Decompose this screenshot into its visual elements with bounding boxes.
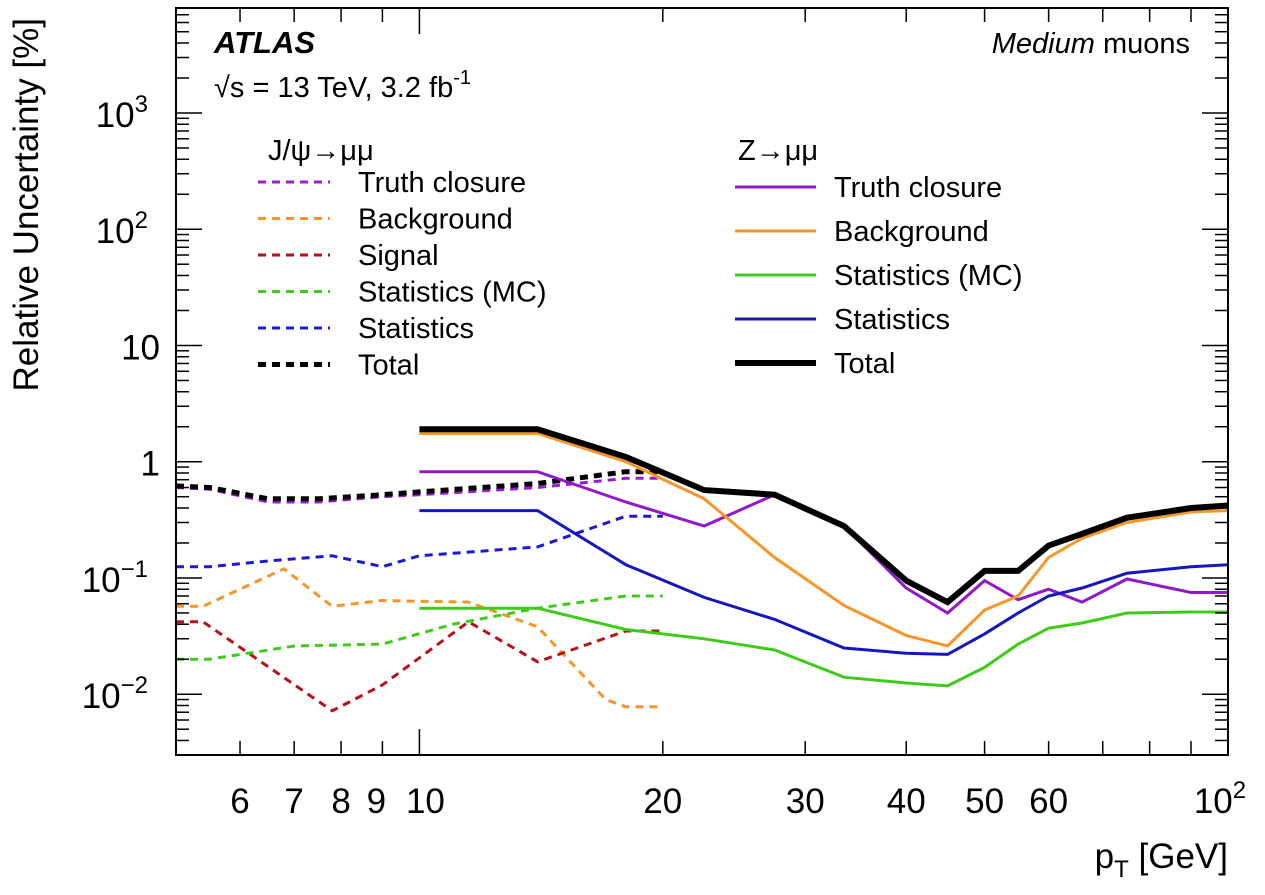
- x-tick-label: 40: [887, 782, 926, 821]
- x-axis-label: pT [GeV]: [1095, 837, 1228, 883]
- legend-z-title: Z→μμ: [738, 135, 818, 167]
- jpsi-background-line: [176, 567, 663, 709]
- y-tick-label: 103: [96, 91, 148, 135]
- z-truth-closure-line: [419, 470, 1228, 615]
- legend-label: Statistics (MC): [358, 277, 547, 309]
- plot-frame: [175, 7, 1229, 756]
- legend-label: Statistics (MC): [834, 260, 1023, 292]
- legend-label: Truth closure: [358, 167, 526, 199]
- jpsi-total-line: [175, 469, 663, 502]
- minor-ticks: [175, 7, 1229, 756]
- legend-label: Statistics: [358, 313, 474, 345]
- energy-lumi-label: √s = 13 TeV, 3.2 fb-1: [214, 67, 471, 104]
- x-tick-label: 20: [643, 782, 682, 821]
- x-tick-label: 6: [230, 782, 249, 821]
- y-tick-label: 10: [121, 328, 160, 367]
- z-total-line: [419, 426, 1229, 606]
- legend-jpsi-title: J/ψ→μμ: [268, 135, 374, 167]
- x-tick-labels: 6 7 8 9 10 20 30 40 50 60 102: [230, 777, 1246, 821]
- jpsi-statistics-line: [176, 514, 663, 569]
- legend-label: Truth closure: [834, 172, 1002, 204]
- x-tick-label: 60: [1029, 782, 1068, 821]
- legend-label: Background: [834, 216, 989, 248]
- legend-label: Statistics: [834, 304, 950, 336]
- jpsi-truth-closure-line: [175, 476, 663, 504]
- atlas-label: ATLAS: [213, 25, 315, 60]
- x-tick-label: 30: [786, 782, 825, 821]
- x-tick-label: 7: [284, 782, 303, 821]
- legend-label: Total: [358, 350, 419, 382]
- z-statistics-line: [419, 509, 1229, 656]
- z-background-line: [419, 432, 1229, 648]
- series-layer: [175, 426, 1229, 713]
- y-tick-label: 102: [96, 207, 148, 251]
- y-tick-label: 10−2: [82, 672, 148, 716]
- y-tick-label: 10−1: [82, 556, 148, 600]
- selection-label: Medium muons: [992, 28, 1190, 60]
- y-tick-label: 1: [141, 445, 160, 484]
- legend-label: Background: [358, 204, 513, 236]
- x-tick-label: 8: [331, 782, 350, 821]
- legend-label: Total: [834, 348, 895, 380]
- legend-label: Signal: [358, 240, 439, 272]
- y-axis-label: Relative Uncertainty [%]: [7, 18, 46, 391]
- z-statistics-mc-line: [419, 606, 1228, 688]
- jpsi-signal-line: [176, 620, 663, 713]
- jpsi-statistics-mc-line: [176, 594, 663, 661]
- y-tick-labels: 10−2 10−1 1 10 102 103: [82, 91, 160, 716]
- x-tick-label: 50: [965, 782, 1004, 821]
- x-tick-label: 10: [406, 782, 445, 821]
- x-tick-label: 102: [1194, 777, 1246, 821]
- x-tick-label: 9: [367, 782, 386, 821]
